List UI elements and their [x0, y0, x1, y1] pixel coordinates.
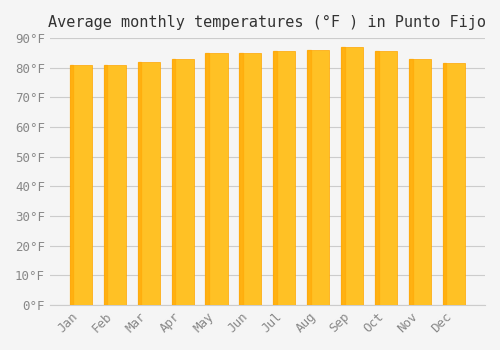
Bar	[206, 53, 209, 305]
Bar	[274, 51, 295, 305]
Bar	[206, 53, 228, 305]
Bar	[172, 59, 175, 305]
Bar	[240, 53, 262, 305]
Bar	[274, 51, 276, 305]
Bar	[240, 53, 242, 305]
Bar	[308, 50, 310, 305]
Bar	[342, 47, 363, 305]
Bar	[409, 59, 412, 305]
Bar	[443, 63, 446, 305]
Bar	[172, 59, 194, 305]
Bar	[308, 50, 330, 305]
Bar	[342, 47, 344, 305]
Bar	[443, 63, 465, 305]
Bar	[375, 51, 398, 305]
Bar	[70, 65, 92, 305]
Bar	[104, 65, 107, 305]
Bar	[104, 65, 126, 305]
Bar	[375, 51, 378, 305]
Bar	[409, 59, 432, 305]
Bar	[138, 62, 141, 305]
Bar	[70, 65, 73, 305]
Title: Average monthly temperatures (°F ) in Punto Fijo: Average monthly temperatures (°F ) in Pu…	[48, 15, 486, 30]
Bar	[138, 62, 160, 305]
